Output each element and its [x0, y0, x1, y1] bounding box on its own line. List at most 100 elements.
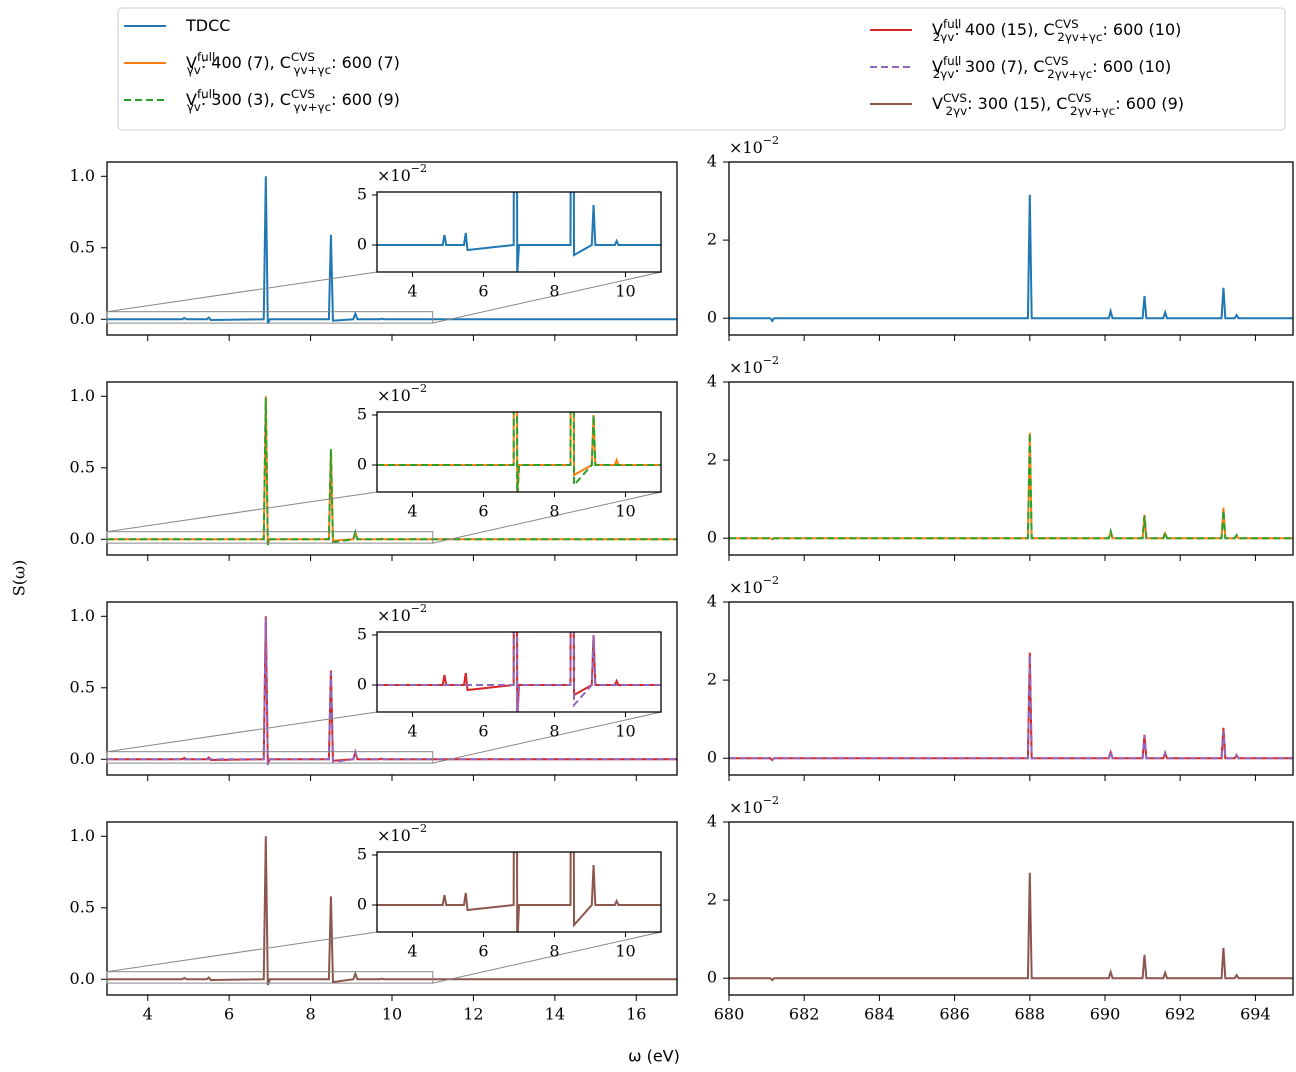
spectrum-line: [729, 872, 1293, 982]
offset-label: ×10−2: [729, 134, 779, 157]
offset-exponent: −2: [411, 382, 427, 395]
x-tick-label: 680: [714, 1005, 745, 1024]
zoom-connector: [432, 931, 662, 984]
inset-y-tick-label: 5: [357, 845, 367, 864]
inset-x-tick-label: 10: [615, 282, 635, 301]
zoom-connector: [106, 271, 378, 313]
y-tick-label: 4: [707, 592, 717, 611]
zoom-region: [106, 751, 434, 764]
zoom-region: [106, 531, 434, 544]
offset-exponent: −2: [763, 134, 779, 147]
x-tick-label: 16: [626, 1005, 646, 1024]
offset-base: ×10: [377, 386, 411, 405]
axes-frame: [376, 191, 662, 273]
inset-y-tick-label: 5: [357, 625, 367, 644]
zoom-region: [106, 311, 434, 324]
y-tick-label: 1.0: [70, 826, 95, 845]
y-tick-label: 0.0: [70, 969, 95, 988]
inset-y-tick-label: 0: [357, 235, 367, 254]
y-tick-label: 0.0: [70, 529, 95, 548]
x-tick-label: 14: [545, 1005, 565, 1024]
zoom-region: [106, 971, 434, 984]
y-tick-label: 0.5: [70, 677, 95, 696]
x-tick-label: 6: [224, 1005, 234, 1024]
zoom-connector: [432, 491, 662, 544]
inset-x-tick-label: 10: [615, 942, 635, 961]
legend-label: Vfull 2γv: 400 (15), CCVS 2γv+γc: 600 (10): [932, 17, 1181, 44]
inset-y-tick-label: 5: [357, 405, 367, 424]
y-tick-label: 0: [707, 308, 717, 327]
inset-x-tick-label: 8: [549, 942, 559, 961]
legend-label: Vfull 2γv: 300 (7), CCVS 2γv+γc: 600 (10): [932, 54, 1171, 81]
zoom-connector: [106, 711, 378, 753]
inset-x-tick-label: 8: [549, 282, 559, 301]
spectrum-line: [729, 652, 1293, 762]
legend-label: TDCC: [185, 16, 230, 35]
y-tick-label: 4: [707, 152, 717, 171]
inset-x-tick-label: 10: [615, 502, 635, 521]
spectrum-line: [377, 852, 661, 932]
spectrum-line: [377, 632, 661, 712]
inset-x-tick-label: 4: [407, 502, 417, 521]
legend-label: VCVS 2γv: 300 (15), CCVS 2γv+γc: 600 (9): [932, 91, 1184, 118]
x-tick-label: 694: [1240, 1005, 1271, 1024]
zoom-connector: [106, 491, 378, 533]
spectrum-line: [729, 432, 1293, 541]
x-tick-label: 692: [1165, 1005, 1196, 1024]
y-tick-label: 1.0: [70, 606, 95, 625]
x-tick-label: 686: [939, 1005, 970, 1024]
inset-y-tick-label: 5: [357, 185, 367, 204]
spectrum-line: [107, 397, 677, 546]
y-tick-label: 0.0: [70, 749, 95, 768]
inset-x-tick-label: 4: [407, 722, 417, 741]
offset-label: ×10−2: [377, 602, 427, 625]
y-tick-label: 0: [707, 968, 717, 987]
offset-exponent: −2: [763, 354, 779, 367]
offset-base: ×10: [729, 358, 763, 377]
offset-label: ×10−2: [377, 162, 427, 185]
offset-base: ×10: [377, 166, 411, 185]
offset-base: ×10: [377, 826, 411, 845]
zoom-connector: [432, 271, 662, 324]
inset-x-tick-label: 8: [549, 502, 559, 521]
inset-x-tick-label: 4: [407, 942, 417, 961]
offset-label: ×10−2: [377, 822, 427, 845]
y-tick-label: 1.0: [70, 166, 95, 185]
y-tick-label: 2: [707, 450, 717, 469]
legend-label: Vfull γv: 300 (3), CCVS γv+γc: 600 (9): [186, 87, 400, 114]
inset-y-tick-label: 0: [357, 895, 367, 914]
axes-frame: [728, 821, 1294, 996]
offset-exponent: −2: [411, 822, 427, 835]
offset-base: ×10: [729, 138, 763, 157]
inset-x-tick-label: 6: [478, 942, 488, 961]
x-tick-label: 684: [864, 1005, 895, 1024]
x-tick-label: 688: [1015, 1005, 1046, 1024]
y-tick-label: 0.5: [70, 237, 95, 256]
inset-x-tick-label: 8: [549, 722, 559, 741]
offset-base: ×10: [729, 798, 763, 817]
y-tick-label: 0.0: [70, 309, 95, 328]
y-tick-label: 2: [707, 890, 717, 909]
spectrum-line: [107, 176, 677, 324]
axes-frame: [728, 161, 1294, 336]
zoom-connector: [432, 711, 662, 764]
y-axis-label: S(ω): [10, 560, 29, 597]
legend-box: [117, 7, 1286, 131]
x-tick-label: 690: [1090, 1005, 1121, 1024]
x-tick-label: 12: [463, 1005, 483, 1024]
offset-label: ×10−2: [729, 574, 779, 597]
y-tick-label: 4: [707, 372, 717, 391]
inset-x-tick-label: 4: [407, 282, 417, 301]
y-tick-label: 2: [707, 670, 717, 689]
zoom-connector: [106, 931, 378, 973]
axes-frame: [728, 601, 1294, 776]
spectrum-line: [107, 836, 677, 986]
x-tick-label: 10: [382, 1005, 402, 1024]
spectrum-line: [729, 194, 1293, 323]
axes-frame: [376, 851, 662, 933]
inset-y-tick-label: 0: [357, 675, 367, 694]
spectrum-line: [377, 412, 661, 492]
offset-exponent: −2: [411, 162, 427, 175]
y-tick-label: 0.5: [70, 457, 95, 476]
